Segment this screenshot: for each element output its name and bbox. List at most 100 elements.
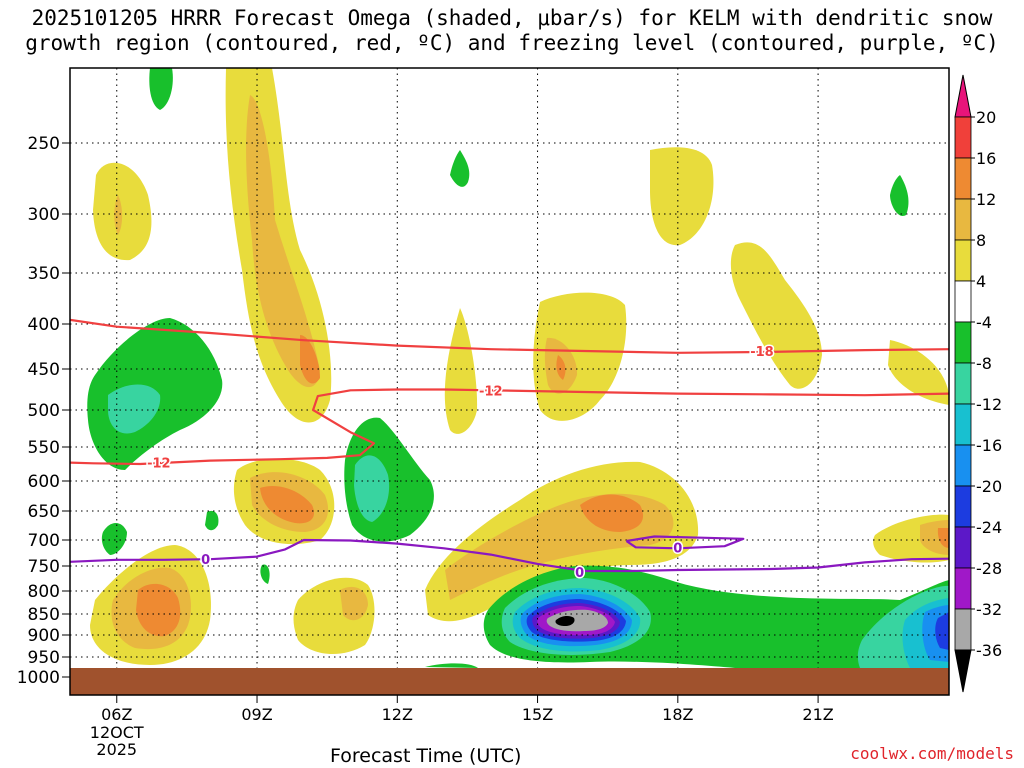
omega-area-green [450, 150, 470, 187]
x-tick-label: 06Z [101, 705, 132, 724]
omega-area-yellow [888, 340, 949, 405]
omega-area-darkblue [935, 612, 949, 650]
y-tick-label: 550 [28, 438, 60, 458]
ground-surface [70, 668, 949, 695]
omega-area-green [890, 175, 909, 216]
colorbar-label: -24 [976, 518, 1002, 537]
omega-area-orange [556, 355, 566, 380]
y-tick-label: 700 [28, 531, 60, 551]
omega-area-seafoam [108, 384, 161, 434]
x-tick-label: 09Z [241, 705, 272, 724]
omega-area-yellow [650, 147, 714, 246]
y-tick-label: 800 [28, 582, 60, 602]
colorbar-segment [954, 321, 972, 364]
colorbar-segment [954, 116, 972, 159]
colorbar-segment [954, 444, 972, 487]
plot-frame [69, 67, 950, 696]
omega-area-black [555, 615, 575, 626]
colorbar-label: 4 [976, 272, 986, 291]
colorbar-label: -8 [976, 354, 992, 373]
omega-area-green [101, 523, 127, 555]
omega-area-lightorange [340, 586, 368, 621]
y-tick-label: 500 [28, 401, 60, 421]
colorbar-label: -36 [976, 641, 1002, 660]
x-tick-label: 21Z [802, 705, 833, 724]
colorbar-label: -28 [976, 559, 1002, 578]
omega-area-orange [136, 583, 181, 637]
y-tick-label: 350 [28, 264, 60, 284]
y-tick-label: 750 [28, 557, 60, 577]
omega-area-lightorange [114, 195, 123, 235]
omega-area-green [205, 510, 219, 531]
contour-line--12 [70, 388, 949, 466]
x-tick-label: 15Z [522, 705, 553, 724]
colorbar-label: 8 [976, 231, 986, 250]
omega-shading [87, 68, 949, 668]
omega-area-gray [546, 609, 608, 632]
colorbar-segment [954, 608, 972, 651]
colorbar-legend: 20 16 12 8 4 -4 -8 -12 -16 -20 -24 -28 -32 -36 [954, 74, 1002, 693]
colorbar-segment [954, 362, 972, 405]
contour-labels: -18 -12 -12 0 0 0 [146, 344, 776, 583]
omega-area-green [425, 663, 478, 668]
contour-label: -12 [479, 384, 503, 399]
colorbar-segment [954, 526, 972, 569]
y-tick-label: 450 [28, 360, 60, 380]
contour-lines [70, 318, 949, 573]
x-tick-label: 12Z [382, 705, 413, 724]
y-tick-label: 850 [28, 605, 60, 625]
colorbar-label: -20 [976, 477, 1002, 496]
colorbar-label: 16 [976, 149, 996, 168]
omega-area-orange [260, 485, 315, 524]
y-tick-label: 950 [28, 648, 60, 668]
contour-label: 0 [201, 553, 210, 568]
colorbar-segment [954, 239, 972, 282]
x-tick-label: 18Z [662, 705, 693, 724]
contour-label: 0 [673, 541, 682, 556]
y-tick-label: 1000 [17, 668, 60, 688]
credit-text: coolwx.com/models [850, 744, 1014, 763]
omega-area-lightorange [246, 95, 320, 388]
omega-area-yellow [444, 308, 478, 434]
y-tick-label: 600 [28, 472, 60, 492]
omega-area-green [260, 564, 270, 584]
colorbar-segment [954, 280, 972, 323]
omega-area-green [149, 68, 173, 110]
y-tick-label: 900 [28, 626, 60, 646]
x-tick-sublabel: 12OCT [90, 723, 144, 742]
colorbar-label: 20 [976, 108, 996, 127]
y-tick-label: 400 [28, 315, 60, 335]
y-tick-label: 300 [28, 205, 60, 225]
colorbar-label: -4 [976, 313, 992, 332]
contour-label: 0 [575, 566, 584, 581]
colorbar-segment [954, 403, 972, 446]
y-axis: 2503003504004505005506006507007508008509… [17, 134, 70, 688]
colorbar-segment [954, 198, 972, 241]
chart-title: 2025101205 HRRR Forecast Omega (shaded, … [25, 6, 999, 55]
x-axis-label: Forecast Time (UTC) [330, 745, 522, 767]
colorbar-segment [954, 157, 972, 200]
omega-area-yellow [93, 162, 152, 261]
colorbar-top-arrow [954, 74, 972, 118]
colorbar-segment [954, 485, 972, 528]
y-tick-label: 650 [28, 502, 60, 522]
contour-label: -12 [147, 457, 171, 472]
colorbar-label: -12 [976, 395, 1002, 414]
contour-line--18 [70, 318, 949, 354]
omega-area-orange [300, 335, 320, 384]
x-tick-sublabel: 2025 [96, 740, 137, 759]
omega-area-yellow [730, 242, 822, 389]
pressure-gridlines [70, 68, 949, 668]
colorbar-label: 12 [976, 190, 996, 209]
colorbar-label: -32 [976, 600, 1002, 619]
omega-area-orange [580, 494, 644, 532]
omega-area-seafoam [354, 455, 390, 522]
omega-area-orange [937, 528, 949, 548]
colorbar-segment [954, 567, 972, 610]
colorbar-bottom-arrow [954, 649, 972, 693]
contour-line-0 [70, 538, 949, 573]
colorbar-label: -16 [976, 436, 1002, 455]
contour-label: -18 [750, 345, 774, 360]
